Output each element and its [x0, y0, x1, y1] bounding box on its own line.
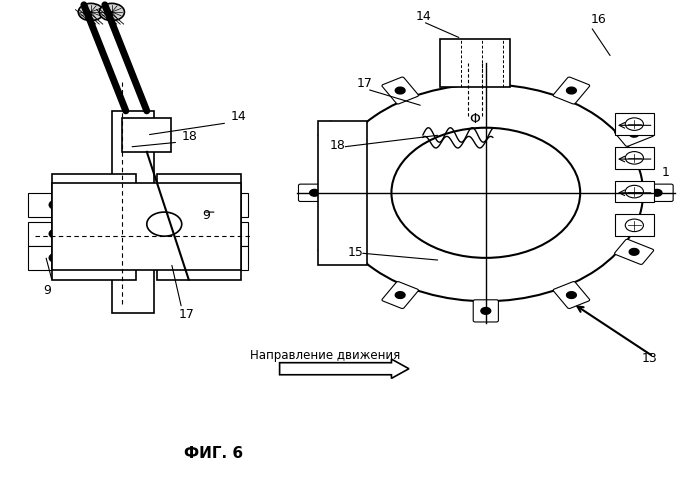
- FancyBboxPatch shape: [614, 121, 654, 147]
- Bar: [192, 246, 248, 270]
- Circle shape: [391, 128, 580, 258]
- FancyBboxPatch shape: [382, 281, 419, 308]
- Circle shape: [396, 292, 405, 298]
- Text: 14: 14: [231, 110, 247, 123]
- Bar: [615, 113, 654, 135]
- FancyBboxPatch shape: [298, 184, 331, 201]
- Circle shape: [333, 249, 343, 255]
- FancyBboxPatch shape: [553, 281, 590, 308]
- Text: 18: 18: [330, 139, 346, 152]
- Text: 9: 9: [203, 209, 210, 222]
- Circle shape: [78, 3, 103, 21]
- Bar: [157, 174, 241, 280]
- Circle shape: [333, 131, 343, 137]
- Bar: [122, 118, 171, 152]
- Bar: [318, 120, 367, 265]
- Text: 17: 17: [356, 77, 373, 90]
- Circle shape: [652, 189, 662, 196]
- Circle shape: [396, 87, 405, 94]
- Circle shape: [329, 84, 643, 301]
- FancyBboxPatch shape: [614, 239, 654, 265]
- Text: 15: 15: [347, 246, 363, 259]
- Bar: [615, 181, 654, 202]
- Text: 17: 17: [178, 308, 194, 321]
- Circle shape: [49, 200, 63, 210]
- Bar: [192, 193, 248, 217]
- Text: 13: 13: [642, 351, 658, 364]
- Bar: [52, 183, 241, 270]
- Circle shape: [481, 308, 491, 314]
- Circle shape: [629, 249, 639, 255]
- Circle shape: [567, 87, 576, 94]
- Circle shape: [147, 212, 182, 236]
- Bar: [440, 39, 510, 87]
- Bar: [112, 111, 154, 313]
- Text: Φ: Φ: [470, 112, 481, 126]
- Circle shape: [629, 131, 639, 137]
- Circle shape: [213, 229, 227, 239]
- Bar: [28, 222, 84, 246]
- Bar: [52, 174, 136, 280]
- Circle shape: [49, 253, 63, 263]
- Text: 16: 16: [591, 13, 607, 26]
- Bar: [615, 214, 654, 236]
- FancyBboxPatch shape: [553, 77, 590, 104]
- FancyBboxPatch shape: [473, 64, 498, 86]
- FancyArrow shape: [280, 359, 409, 378]
- FancyBboxPatch shape: [473, 300, 498, 322]
- Circle shape: [49, 229, 63, 239]
- FancyBboxPatch shape: [318, 121, 357, 147]
- FancyBboxPatch shape: [382, 77, 419, 104]
- FancyBboxPatch shape: [318, 239, 357, 265]
- Bar: [615, 147, 654, 169]
- Text: 9: 9: [43, 284, 51, 297]
- Text: 14: 14: [416, 10, 432, 23]
- Circle shape: [213, 200, 227, 210]
- Bar: [28, 246, 84, 270]
- Text: 18: 18: [182, 130, 198, 143]
- Circle shape: [481, 71, 491, 78]
- Circle shape: [567, 292, 576, 298]
- Circle shape: [99, 3, 124, 21]
- Text: 1: 1: [662, 166, 670, 179]
- Text: ФИГ. 6: ФИГ. 6: [184, 446, 243, 461]
- Circle shape: [310, 189, 319, 196]
- Circle shape: [213, 253, 227, 263]
- FancyBboxPatch shape: [641, 184, 673, 201]
- Bar: [28, 193, 84, 217]
- Text: Направление движения: Направление движения: [250, 349, 400, 362]
- Bar: [192, 222, 248, 246]
